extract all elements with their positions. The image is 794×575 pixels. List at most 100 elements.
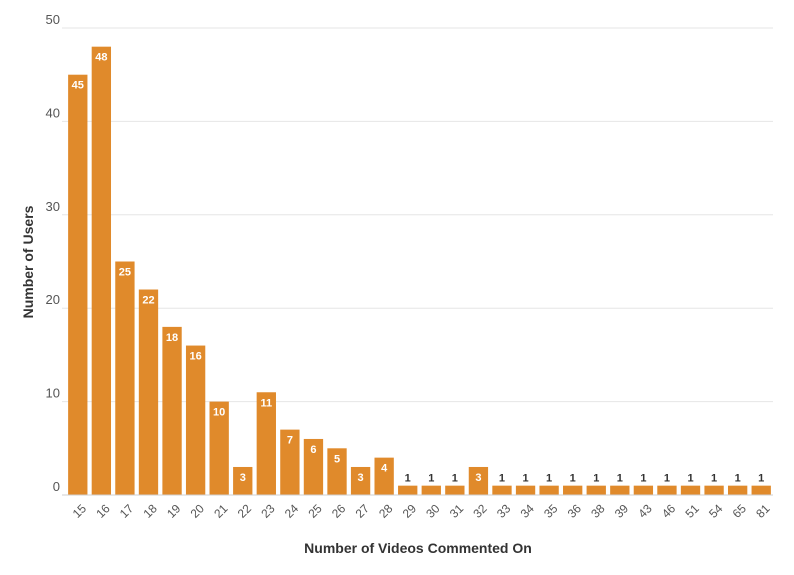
bar-54	[704, 485, 724, 495]
x-tick-label-29: 29	[400, 501, 420, 521]
data-label-25: 6	[310, 444, 316, 456]
bar-32	[468, 466, 489, 495]
y-tick-label: 50	[46, 12, 60, 27]
x-tick-label-21: 21	[211, 501, 231, 521]
y-tick-label: 20	[46, 292, 60, 307]
bar-43	[633, 485, 654, 495]
bar-27	[350, 466, 371, 495]
x-tick-label-18: 18	[140, 501, 160, 521]
bar-33	[492, 485, 512, 495]
data-label-34: 1	[522, 473, 528, 485]
data-label-81: 1	[758, 473, 764, 485]
data-label-46: 1	[664, 473, 670, 485]
bar-20	[185, 345, 206, 495]
data-label-54: 1	[711, 473, 717, 485]
x-tick-label-20: 20	[188, 501, 208, 521]
x-tick-label-39: 39	[612, 501, 632, 521]
data-label-23: 11	[260, 397, 272, 409]
data-label-27: 3	[358, 472, 364, 484]
x-tick-label-46: 46	[659, 501, 679, 521]
gridlines	[62, 27, 773, 403]
data-label-33: 1	[499, 473, 505, 485]
data-label-28: 4	[381, 463, 388, 475]
bar-46	[657, 485, 677, 495]
x-tick-label-32: 32	[470, 501, 490, 521]
bar-22	[233, 466, 253, 495]
bar-28	[374, 457, 394, 495]
x-axis-title: Number of Videos Commented On	[304, 540, 532, 556]
y-axis-title: Number of Users	[20, 205, 36, 318]
data-label-26: 5	[334, 453, 340, 465]
x-tick-label-15: 15	[70, 501, 90, 521]
data-label-32: 3	[475, 472, 481, 484]
data-label-29: 1	[405, 473, 411, 485]
x-tick-label-24: 24	[282, 501, 302, 521]
bar-24	[280, 429, 300, 495]
bar-17	[115, 261, 135, 495]
x-tick-label-17: 17	[117, 501, 137, 521]
bar-30	[421, 485, 441, 495]
x-tick-label-23: 23	[258, 501, 278, 521]
x-axis-ticks: 15 16 17 18 19 20 21 22 23 24 25 26 27 28 29 30 31 32 33 34…	[70, 501, 773, 521]
x-tick-label-34: 34	[518, 501, 538, 521]
bar-15	[68, 74, 88, 495]
x-tick-label-31: 31	[447, 501, 467, 521]
x-tick-label-38: 38	[588, 501, 608, 521]
bar-35	[539, 485, 559, 495]
data-label-31: 1	[452, 473, 458, 485]
bars	[68, 46, 771, 496]
y-tick-label: 40	[46, 105, 60, 120]
bar-23	[256, 392, 276, 495]
bar-65	[727, 485, 748, 495]
data-label-18: 22	[142, 295, 154, 307]
data-label-21: 10	[213, 407, 225, 419]
bar-26	[327, 448, 347, 495]
bar-39	[610, 485, 630, 495]
bar-34	[515, 485, 536, 495]
data-label-43: 1	[640, 473, 646, 485]
bar-18	[138, 289, 159, 495]
y-tick-label: 30	[46, 199, 60, 214]
data-label-17: 25	[119, 267, 131, 279]
data-label-20: 16	[189, 351, 201, 363]
data-label-22: 3	[240, 472, 246, 484]
bar-21	[209, 401, 229, 495]
x-tick-label-30: 30	[423, 501, 443, 521]
data-label-24: 7	[287, 435, 293, 447]
y-tick-label: 0	[53, 479, 60, 494]
data-label-35: 1	[546, 473, 552, 485]
x-tick-label-19: 19	[164, 501, 184, 521]
data-label-15: 45	[72, 80, 84, 92]
bar-81	[751, 485, 771, 495]
x-tick-label-51: 51	[683, 501, 703, 521]
bar-19	[162, 326, 182, 495]
x-tick-label-25: 25	[305, 501, 325, 521]
x-tick-label-35: 35	[541, 501, 561, 521]
data-label-38: 1	[593, 473, 599, 485]
x-tick-label-36: 36	[565, 501, 585, 521]
x-tick-label-27: 27	[353, 501, 373, 521]
y-tick-label: 10	[46, 386, 60, 401]
bar-38	[586, 485, 606, 495]
bar-51	[680, 485, 701, 495]
x-tick-label-33: 33	[494, 501, 514, 521]
y-axis-ticks: 0 10 20 30 40 50	[46, 12, 60, 494]
bar-31	[445, 485, 465, 495]
data-label-19: 18	[166, 332, 178, 344]
x-tick-label-54: 54	[706, 501, 726, 521]
bar-25	[303, 438, 324, 495]
x-tick-label-43: 43	[635, 501, 655, 521]
data-label-39: 1	[617, 473, 623, 485]
x-tick-label-28: 28	[376, 501, 396, 521]
data-label-16: 48	[95, 52, 107, 64]
data-label-65: 1	[735, 473, 741, 485]
bar-36	[563, 485, 583, 495]
x-tick-label-22: 22	[235, 501, 255, 521]
x-tick-label-81: 81	[753, 501, 773, 521]
x-tick-label-65: 65	[730, 501, 750, 521]
bar-29	[398, 485, 418, 495]
x-tick-label-16: 16	[93, 501, 113, 521]
data-label-51: 1	[687, 473, 693, 485]
data-label-36: 1	[570, 473, 576, 485]
